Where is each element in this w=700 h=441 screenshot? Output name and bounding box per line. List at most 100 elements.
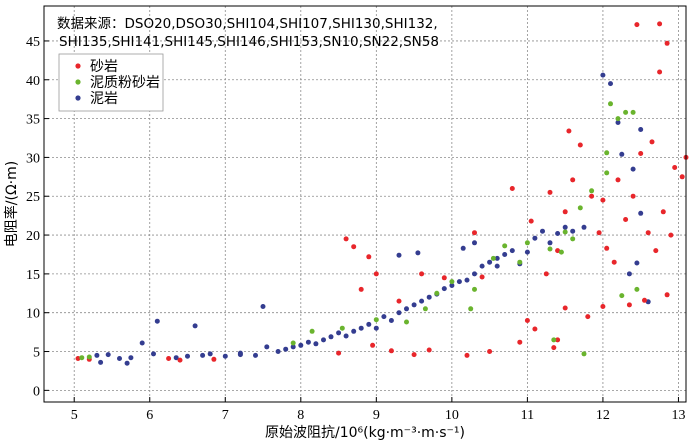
data-point [290,344,296,350]
data-point [596,230,602,236]
data-point [441,286,447,292]
data-point [487,259,493,265]
legend-marker-mudstone [75,95,81,101]
data-point [343,333,349,339]
data-point [211,356,217,362]
y-axis-title: 电阻率/(Ω·m) [3,161,20,247]
data-point [388,348,394,354]
legend: 砂岩 泥质粉砂岩 泥岩 [58,53,164,112]
data-point [547,189,553,195]
data-point [98,359,104,365]
legend-label-mudstone: 泥岩 [90,91,118,107]
data-point [679,174,685,180]
data-point [415,250,421,256]
data-point [653,248,659,254]
data-point [577,205,583,211]
data-point [494,255,500,261]
data-point [185,353,190,359]
x-tick-label: 7 [222,408,229,423]
legend-marker-argillaceous-siltstone [75,79,81,85]
data-point [86,354,92,360]
data-point [411,352,417,358]
grid [44,6,686,402]
data-point [600,72,606,78]
x-tick-label: 6 [146,408,153,423]
data-point [336,330,342,336]
data-point [630,193,636,199]
data-point [634,260,640,266]
data-point [509,186,515,191]
source-note: 数据来源：DSO20,DSO30,SHI104,SHI107,SHI130,SH… [57,16,439,50]
data-point [611,259,617,265]
data-point [328,334,334,340]
data-point [585,314,591,320]
data-point [422,306,428,312]
data-point [388,318,394,323]
data-point [275,349,281,354]
data-point [343,236,349,242]
data-point [192,323,198,329]
data-point [540,228,545,234]
data-point [664,292,670,298]
y-tick-label: 20 [26,229,40,244]
data-point [532,235,538,241]
data-point [517,259,523,265]
data-point [460,245,466,251]
data-point [668,232,674,238]
data-point [608,81,613,87]
data-point [642,297,647,303]
data-point [117,356,122,361]
x-tick-label: 12 [596,408,610,423]
data-point [626,302,632,308]
data-point [555,231,561,236]
data-point [124,360,130,366]
data-point [404,306,409,312]
data-point [396,298,402,304]
data-point [555,248,561,254]
x-axis-title: 原始波阻抗/10⁶(kg·m⁻³·m·s⁻¹) [265,425,465,441]
data-point [253,352,258,358]
source-note-line-1: 数据来源：DSO20,DSO30,SHI104,SHI107,SHI130,SH… [57,16,438,32]
data-point [449,283,455,288]
data-point [464,277,470,283]
data-point [396,310,402,316]
data-point [634,22,640,28]
legend-marker-sandstone [75,63,81,69]
data-point [79,355,85,361]
data-point [645,230,651,236]
x-tick-label: 9 [373,408,380,423]
data-point [524,249,530,255]
data-point [502,252,508,257]
data-point [94,352,100,358]
data-point [490,255,496,261]
data-point [543,271,549,277]
data-point [562,209,568,215]
y-tick-label: 25 [26,190,40,205]
data-point [502,243,508,249]
data-point [524,318,530,323]
y-tick-label: 5 [33,346,40,361]
y-tick-label: 30 [26,151,40,166]
data-point [615,177,621,183]
data-point [634,286,640,292]
data-point [105,352,111,358]
data-point [589,193,595,199]
data-point [370,342,376,348]
data-point [600,197,606,203]
data-point [298,342,304,348]
data-point [434,290,440,296]
data-point [615,116,621,122]
data-point [339,325,345,331]
y-tick-label: 35 [26,113,40,128]
data-point [419,298,425,304]
data-point [139,340,145,346]
data-point [404,319,409,325]
data-point [151,351,156,357]
data-point [630,109,636,115]
data-point [570,236,576,242]
axis-ticks: 5 6 7 8 9 10 11 12 13 0 5 10 15 20 25 30 35 40 45 [26,35,685,423]
plot-frame [43,5,687,403]
x-tick-label: 5 [71,408,78,423]
data-point [351,244,357,250]
